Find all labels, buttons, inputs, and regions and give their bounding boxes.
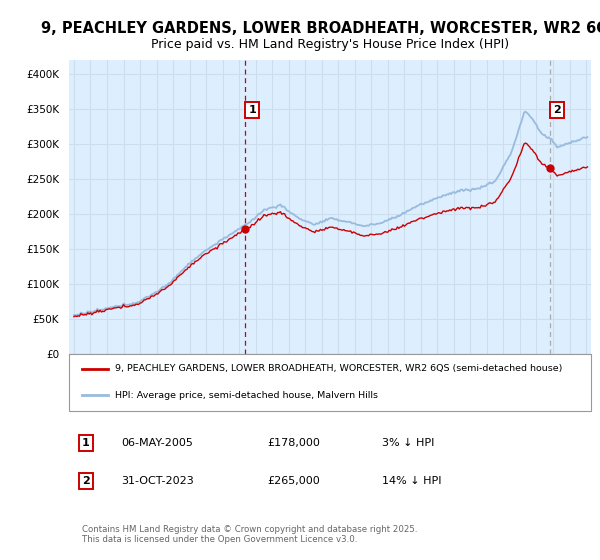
Text: HPI: Average price, semi-detached house, Malvern Hills: HPI: Average price, semi-detached house,… [115, 391, 378, 400]
Text: 3% ↓ HPI: 3% ↓ HPI [382, 438, 434, 448]
Text: 1: 1 [248, 105, 256, 115]
Text: £265,000: £265,000 [268, 476, 320, 486]
Text: 2: 2 [554, 105, 561, 115]
Text: Contains HM Land Registry data © Crown copyright and database right 2025.
This d: Contains HM Land Registry data © Crown c… [82, 525, 418, 544]
Text: 06-MAY-2005: 06-MAY-2005 [121, 438, 193, 448]
Text: 9, PEACHLEY GARDENS, LOWER BROADHEATH, WORCESTER, WR2 6QS: 9, PEACHLEY GARDENS, LOWER BROADHEATH, W… [41, 21, 600, 36]
Text: 31-OCT-2023: 31-OCT-2023 [121, 476, 194, 486]
Text: £178,000: £178,000 [268, 438, 320, 448]
Text: 14% ↓ HPI: 14% ↓ HPI [382, 476, 442, 486]
FancyBboxPatch shape [69, 353, 591, 410]
Text: Price paid vs. HM Land Registry's House Price Index (HPI): Price paid vs. HM Land Registry's House … [151, 38, 509, 51]
Text: 9, PEACHLEY GARDENS, LOWER BROADHEATH, WORCESTER, WR2 6QS (semi-detached house): 9, PEACHLEY GARDENS, LOWER BROADHEATH, W… [115, 365, 562, 374]
Text: 1: 1 [82, 438, 90, 448]
Text: 2: 2 [82, 476, 90, 486]
